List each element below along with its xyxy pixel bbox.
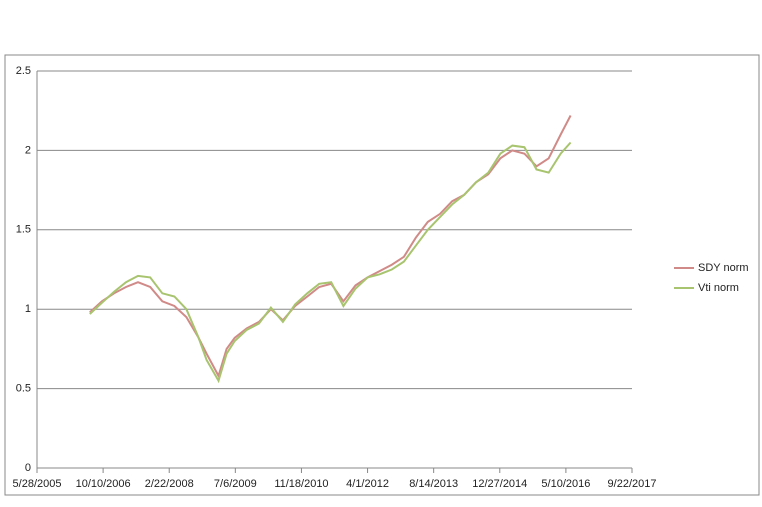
x-tick-label: 4/1/2012 [346,478,389,490]
legend-label: SDY norm [698,262,749,274]
x-tick-label: 7/6/2009 [214,478,257,490]
x-tick-label: 2/22/2008 [145,478,194,490]
legend-label: Vti norm [698,282,739,294]
x-tick-label: 11/18/2010 [274,478,328,490]
x-tick-label: 12/27/2014 [472,478,527,490]
y-tick-label: 1 [25,303,31,315]
x-tick-label: 5/28/2005 [13,478,62,490]
y-tick-label: 0 [25,462,31,474]
x-tick-label: 10/10/2006 [76,478,131,490]
chart-frame [4,54,760,496]
y-tick-label: 1.5 [16,224,31,236]
y-tick-label: 2 [25,144,31,156]
x-tick-label: 9/22/2017 [608,478,657,490]
y-tick-label: 2.5 [16,65,31,77]
x-tick-label: 8/14/2013 [409,478,458,490]
series-line [89,141,572,384]
y-tick-label: 0.5 [16,383,31,395]
series-line [89,115,572,379]
x-tick-label: 5/10/2016 [541,478,590,490]
